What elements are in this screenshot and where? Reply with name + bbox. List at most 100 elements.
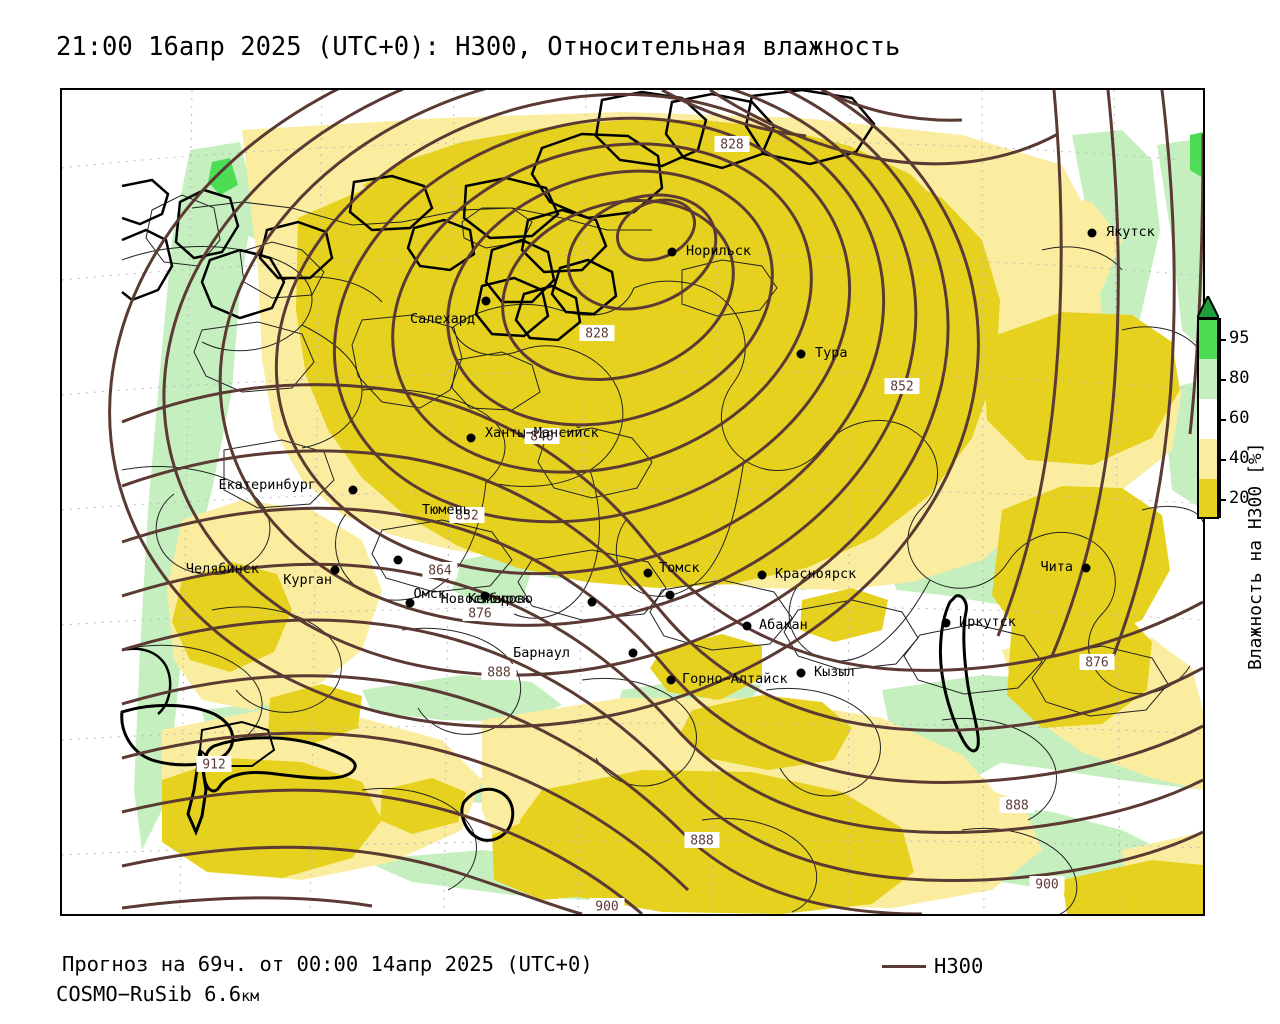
city-marker[interactable] <box>941 618 951 628</box>
contour-labels: 828 828 840 852 852 864 876 876 888 888 888 900 900 9… <box>196 136 1115 915</box>
city-marker[interactable] <box>405 598 415 608</box>
colorbar-tick-label: 40 <box>1229 448 1250 468</box>
colorbar[interactable] <box>1195 293 1221 519</box>
city-label: Барнаул <box>513 645 570 661</box>
contour-label-bg <box>422 562 458 578</box>
contour-label: 852 <box>890 380 913 395</box>
contour-label: 912 <box>202 758 225 773</box>
colorbar-tick-label: 20 <box>1229 488 1250 508</box>
city-marker[interactable] <box>348 485 358 495</box>
city-marker[interactable] <box>742 621 752 631</box>
city-marker[interactable] <box>1081 563 1091 573</box>
city-label: Ханты−Мансийск <box>485 425 599 441</box>
city-label: Кемерово <box>468 591 533 607</box>
contour-label-bg <box>714 136 750 152</box>
contour-label: 888 <box>487 666 510 681</box>
city-marker[interactable] <box>1087 228 1097 238</box>
contour-label: 900 <box>595 900 618 915</box>
city-marker[interactable] <box>393 555 403 565</box>
city-label: Челябинск <box>186 561 259 577</box>
colorbar-band <box>1197 479 1219 519</box>
colorbar-band <box>1197 399 1219 439</box>
h300-contours <box>108 90 1203 914</box>
contour-label-bg <box>481 664 517 680</box>
colorbar-title: Влажность на H300 [%] <box>1245 442 1266 670</box>
city-marker[interactable] <box>667 247 677 257</box>
city-label: Норильск <box>686 243 751 259</box>
contour-label: 900 <box>1035 878 1058 893</box>
contour-label-bg <box>462 605 498 621</box>
contour-label: 888 <box>1005 799 1028 814</box>
contour-label-bg <box>196 756 232 772</box>
city-marker[interactable] <box>480 591 490 601</box>
city-label: Томск <box>659 560 700 576</box>
city-label: Омск <box>413 586 446 602</box>
colorbar-top-edge <box>1197 318 1219 320</box>
h300-legend-line <box>882 965 926 968</box>
colorbar-tick <box>1219 459 1226 461</box>
city-label: Салехард <box>410 311 475 327</box>
contour-label-bg <box>1029 876 1065 892</box>
city-marker[interactable] <box>643 568 653 578</box>
colorbar-band <box>1197 359 1219 399</box>
h300-legend-label: H300 <box>934 954 984 978</box>
colorbar-tick <box>1219 419 1226 421</box>
city-label: Иркутск <box>959 614 1016 630</box>
city-label: Курган <box>283 572 332 588</box>
contour-label-bg <box>999 797 1035 813</box>
contour-label: 852 <box>455 509 478 524</box>
map-canvas[interactable]: 828 828 840 852 852 864 876 876 888 888 888 900 900 9… <box>62 90 1203 914</box>
colorbar-band <box>1197 439 1219 479</box>
forecast-caption: Прогноз на 69ч. от 00:00 14апр 2025 (UTC… <box>62 952 593 976</box>
contour-label-bg <box>524 428 560 444</box>
contour-label-bg <box>579 325 615 341</box>
colorbar-bottom-edge <box>1197 517 1219 519</box>
model-unit: км <box>241 987 260 1005</box>
city-label: Горно−Алтайск <box>682 671 788 687</box>
contour-label-bg <box>884 378 920 394</box>
city-label: Абакан <box>759 617 808 633</box>
contour-label: 840 <box>530 430 553 445</box>
city-marker[interactable] <box>466 433 476 443</box>
contour-label: 864 <box>428 564 452 579</box>
colorbar-tick-label: 60 <box>1229 408 1250 428</box>
model-caption: COSMO−RuSib 6.6км <box>56 982 259 1006</box>
colorbar-tick-label: 80 <box>1229 368 1250 388</box>
contour-label-bg <box>449 507 485 523</box>
contour-label-bg <box>1079 654 1115 670</box>
contour-label: 876 <box>468 607 491 622</box>
colorbar-band <box>1197 319 1219 359</box>
colorbar-top-arrow <box>1195 293 1221 319</box>
city-marker[interactable] <box>587 597 597 607</box>
city-marker[interactable] <box>757 570 767 580</box>
city-marker[interactable] <box>628 648 638 658</box>
contour-label-bg <box>684 832 720 848</box>
contour-label-bg <box>589 898 625 914</box>
model-name: COSMO−RuSib 6.6 <box>56 982 242 1006</box>
city-marker[interactable] <box>666 675 676 685</box>
city-label: Якутск <box>1106 224 1155 240</box>
map-graphic: 828 828 840 852 852 864 876 876 888 888 888 900 900 9… <box>62 90 1203 914</box>
contour-label: 828 <box>585 327 608 342</box>
city-label: Новосибирск <box>441 591 530 607</box>
contour-label: 876 <box>1085 656 1108 671</box>
city-label: Тюмень <box>422 502 471 518</box>
humidity-band-80-95 <box>208 132 1203 195</box>
colorbar-tick <box>1219 499 1226 501</box>
colorbar-tick <box>1219 379 1226 381</box>
city-label: Кызыл <box>814 664 855 680</box>
city-label: Чита <box>1040 559 1073 575</box>
city-marker[interactable] <box>796 349 806 359</box>
city-marker[interactable] <box>481 296 491 306</box>
map-frame[interactable]: 828 828 840 852 852 864 876 876 888 888 888 900 900 9… <box>60 88 1205 916</box>
admin-borders <box>145 194 1169 717</box>
city-marker[interactable] <box>330 565 340 575</box>
contour-label: 828 <box>720 138 743 153</box>
city-marker[interactable] <box>796 668 806 678</box>
city-markers: Норильск Якутск Салехард Тура Ханты−Мансийск… <box>186 224 1155 687</box>
colorbar-tick-label: 95 <box>1229 328 1250 348</box>
city-marker[interactable] <box>665 590 675 600</box>
colorbar-axis <box>1219 318 1221 518</box>
contour-label: 888 <box>690 834 713 849</box>
city-label: Красноярск <box>775 566 856 582</box>
